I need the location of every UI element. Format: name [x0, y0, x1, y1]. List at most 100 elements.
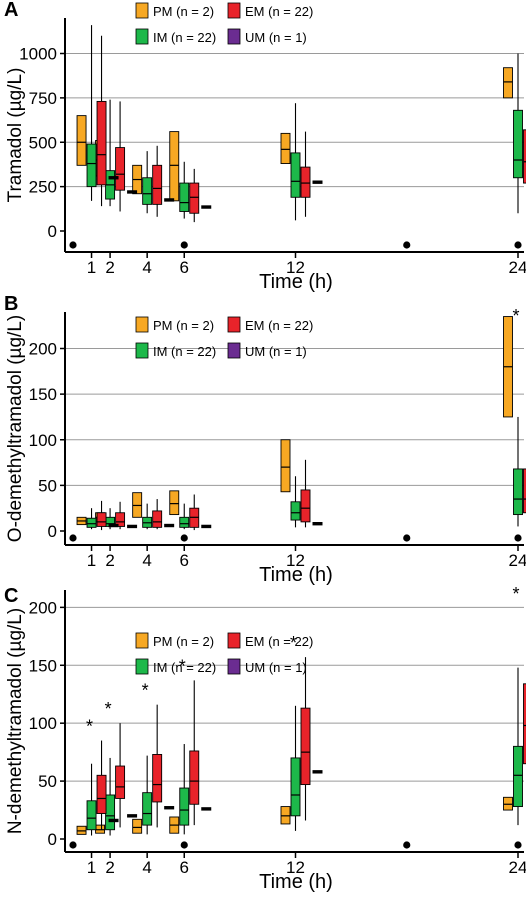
legend-label-um: UM (n = 1)	[245, 30, 307, 45]
box-im-6h	[179, 503, 190, 530]
x-tick-label: 6	[180, 858, 189, 877]
legend: PM (n = 2) EM (n = 22) IM (n = 22) UM (n = …	[135, 2, 313, 45]
box-body	[300, 489, 311, 523]
legend-label-im: IM (n = 22)	[153, 660, 216, 675]
baseline-dot	[514, 534, 522, 542]
um-marker-2h	[127, 190, 138, 194]
box-em-2h	[115, 101, 126, 212]
legend-swatch-um	[227, 342, 241, 359]
x-tick-label: 12	[286, 858, 305, 877]
box-body	[513, 468, 523, 516]
box-body	[280, 439, 291, 493]
legend-swatch-em	[227, 2, 241, 19]
baseline-dot	[69, 841, 77, 849]
box-body	[290, 152, 301, 198]
box-body	[503, 67, 513, 99]
baseline-dot	[514, 841, 522, 849]
box-em-24h	[523, 468, 526, 514]
box-body	[96, 512, 107, 527]
box-body	[86, 800, 97, 831]
box-pm-4h	[132, 164, 143, 195]
y-tick-label: 0	[48, 830, 57, 849]
significance-asterisk: *	[179, 656, 186, 676]
box-em-2h	[115, 501, 126, 530]
legend-label-um: UM (n = 1)	[245, 344, 307, 359]
box-em-4h	[152, 145, 163, 217]
box-pm-6h	[169, 490, 180, 516]
y-tick-label: 200	[29, 598, 57, 617]
um-marker-4h	[164, 198, 175, 202]
um-marker-1h	[108, 176, 119, 180]
y-tick-label: 100	[29, 714, 57, 733]
y-tick-label: 250	[29, 178, 57, 197]
um-marker-2h	[127, 814, 138, 818]
x-tick-label: 4	[142, 551, 151, 570]
y-tick-label: 150	[29, 385, 57, 404]
x-axis-title: Time (h)	[259, 564, 333, 586]
box-pm-4h	[132, 492, 143, 518]
box-pm-6h	[169, 816, 180, 834]
box-im-1h	[86, 25, 97, 201]
legend-label-im: IM (n = 22)	[153, 30, 216, 45]
y-tick-label: 50	[38, 476, 57, 495]
box-body	[76, 115, 87, 166]
significance-asterisk: *	[105, 699, 112, 719]
box-im-12h	[290, 476, 301, 528]
legend: PM (n = 2) EM (n = 22) IM (n = 22) UM (n = …	[135, 632, 313, 675]
box-im-1h	[86, 508, 97, 530]
box-body	[115, 147, 126, 191]
um-marker-2h	[127, 524, 138, 529]
box-body	[96, 100, 107, 186]
box-body	[179, 787, 190, 826]
box-body	[513, 745, 523, 808]
box-pm-4h	[132, 818, 143, 834]
box-body	[96, 774, 107, 814]
x-tick-label: 24	[509, 858, 526, 877]
y-tick-label: 500	[29, 133, 57, 152]
legend-swatch-um	[227, 658, 241, 675]
y-tick-label: 150	[29, 656, 57, 675]
box-em-4h	[152, 704, 163, 828]
legend-swatch-em	[227, 316, 241, 333]
box-body	[142, 792, 153, 826]
box-em-24h	[523, 129, 526, 184]
baseline-dot	[180, 534, 188, 542]
um-marker-6h	[201, 524, 212, 529]
y-tick-label: 0	[48, 522, 57, 541]
box-body	[142, 177, 153, 205]
x-tick-label: 1	[87, 258, 96, 277]
baseline-dot	[403, 241, 411, 249]
box-em-12h	[300, 657, 311, 821]
box-pm-1h	[76, 825, 87, 835]
box-em-6h	[189, 680, 200, 826]
y-tick-label: 100	[29, 431, 57, 450]
box-body	[169, 490, 180, 516]
um-marker-4h	[164, 523, 175, 528]
legend-swatch-im	[135, 342, 149, 359]
legend-swatch-um	[227, 28, 241, 45]
box-em-6h	[189, 494, 200, 531]
legend-swatch-im	[135, 28, 149, 45]
box-pm-12h	[280, 132, 291, 164]
box-em-6h	[189, 168, 200, 223]
box-im-24h	[513, 667, 523, 826]
box-body	[179, 182, 190, 212]
x-axis-title: Time (h)	[259, 271, 333, 293]
box-em-12h	[300, 459, 311, 528]
box-body	[189, 750, 200, 805]
x-axis-title: Time (h)	[259, 871, 333, 893]
box-body	[152, 510, 163, 528]
significance-asterisk: *	[512, 584, 519, 604]
box-body	[179, 516, 190, 528]
legend-swatch-pm	[135, 2, 149, 19]
box-pm-12h	[280, 806, 291, 825]
box-body	[169, 131, 180, 202]
x-tick-label: 12	[286, 258, 305, 277]
um-marker-12h	[312, 770, 323, 774]
um-marker-1h	[108, 523, 119, 528]
box-im-24h	[513, 416, 523, 527]
um-marker-12h	[312, 180, 323, 184]
legend-swatch-em	[227, 632, 241, 649]
